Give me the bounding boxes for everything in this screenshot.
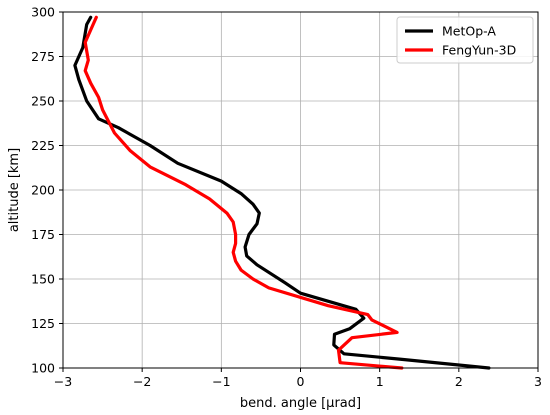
y-tick-label: 175 — [31, 227, 55, 242]
x-tick-label: −3 — [54, 374, 72, 389]
x-tick-label: 3 — [534, 374, 542, 389]
y-tick-label: 100 — [31, 361, 55, 376]
legend-label: MetOp-A — [442, 24, 496, 39]
y-tick-label: 200 — [31, 183, 55, 198]
x-tick-label: −2 — [133, 374, 151, 389]
x-tick-label: 0 — [297, 374, 305, 389]
legend: MetOp-A FengYun-3D — [396, 16, 534, 64]
y-tick-label: 250 — [31, 94, 55, 109]
x-tick-label: 1 — [376, 374, 384, 389]
y-axis-label: altitude [km] — [7, 148, 22, 232]
series-line-metop-a — [73, 15, 491, 370]
legend-label: FengYun-3D — [442, 43, 516, 58]
x-axis-label: bend. angle [μrad] — [240, 396, 361, 411]
y-tick-label: 275 — [31, 49, 55, 64]
series-line-fengyun-3d — [83, 15, 404, 370]
x-tick-label: 2 — [455, 374, 463, 389]
tick-labels: −3 −2 −1 0 1 2 3 100 125 150 175 200 225 250 275 300 — [31, 5, 542, 390]
y-tick-label: 300 — [31, 5, 55, 20]
y-tick-label: 125 — [31, 316, 55, 331]
y-tick-label: 225 — [31, 138, 55, 153]
grid — [62, 11, 539, 369]
series-lines — [73, 15, 491, 370]
axis-ticks — [59, 11, 539, 372]
y-tick-label: 150 — [31, 272, 55, 287]
x-tick-label: −1 — [212, 374, 230, 389]
